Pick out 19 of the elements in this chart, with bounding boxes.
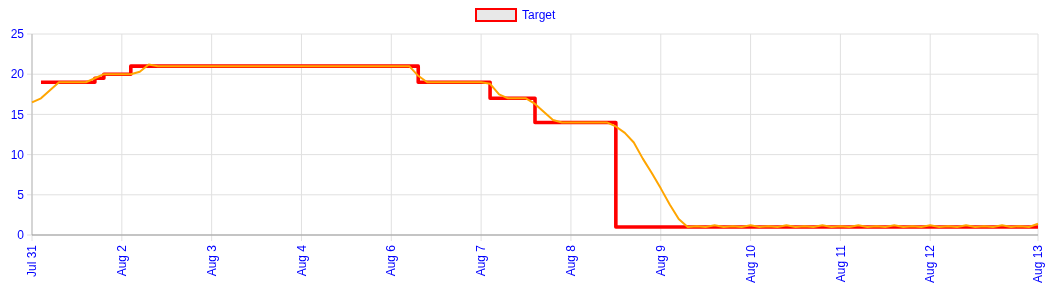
x-tick-label: Aug 3 [204,244,219,277]
y-tick-label: 20 [10,67,25,82]
x-tick-label: Aug 6 [384,244,399,277]
x-tick-label: Aug 10 [743,244,758,284]
x-tick-label: Aug 7 [474,244,489,277]
x-tick-label: Jul 31 [25,244,40,278]
x-tick-label: Aug 8 [564,244,579,277]
x-tick-label: Aug 13 [1031,244,1046,284]
y-tick-label: 10 [10,147,25,162]
y-tick-label: 25 [10,27,25,42]
x-tick-label: Aug 11 [833,244,848,283]
y-tick-label: 15 [10,107,25,122]
y-tick-label: 0 [17,228,25,243]
x-tick-label: Aug 12 [923,244,938,284]
x-tick-label: Aug 4 [294,244,309,277]
x-tick-label: Aug 2 [115,244,130,277]
x-tick-label: Aug 9 [653,244,668,277]
y-tick-label: 5 [17,188,25,202]
legend-label: Target [522,8,557,23]
